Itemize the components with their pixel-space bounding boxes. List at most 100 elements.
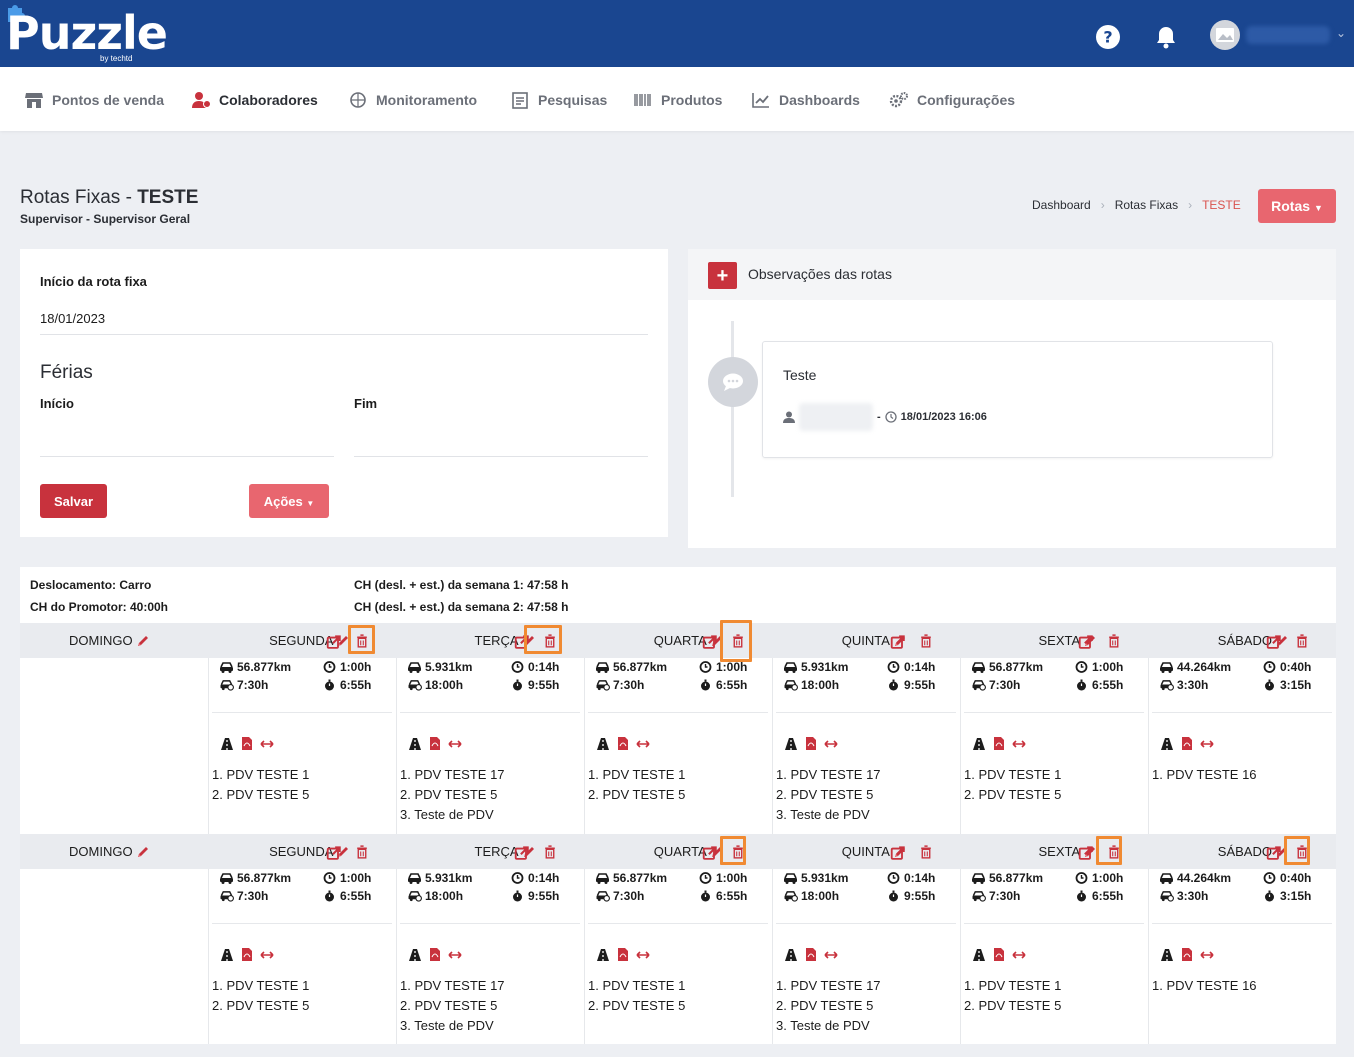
share-icon[interactable] [1266,844,1282,860]
pdf-icon[interactable] [240,736,254,751]
pdv-item[interactable]: 3. Teste de PDV [776,807,870,822]
road-icon[interactable] [407,947,423,962]
reorder-arrows-icon[interactable] [635,737,651,751]
pdv-item[interactable]: 2. PDV TESTE 5 [588,998,686,1013]
reorder-arrows-icon[interactable] [259,948,275,962]
add-observation-button[interactable]: + [708,262,737,289]
pdv-item[interactable]: 2. PDV TESTE 5 [588,787,686,802]
share-icon[interactable] [702,633,718,649]
share-icon[interactable] [890,633,906,649]
pdf-icon[interactable] [1180,947,1194,962]
road-icon[interactable] [1159,947,1175,962]
pdf-icon[interactable] [992,736,1006,751]
nav-monitoramento[interactable]: Monitoramento [348,91,477,109]
pdv-item[interactable]: 1. PDV TESTE 17 [776,978,881,993]
road-icon[interactable] [783,947,799,962]
help-icon[interactable]: ? [1095,24,1121,50]
pencil-icon[interactable] [336,845,350,859]
share-icon[interactable] [326,844,342,860]
reorder-arrows-icon[interactable] [635,948,651,962]
nav-dashboards[interactable]: Dashboards [751,91,860,109]
pdv-item[interactable]: 3. Teste de PDV [400,807,494,822]
trash-icon[interactable] [1106,633,1122,649]
trash-icon[interactable] [730,844,746,860]
trash-icon[interactable] [354,633,370,649]
pdv-item[interactable]: 2. PDV TESTE 5 [400,787,498,802]
bell-icon[interactable] [1153,24,1179,50]
ferias-fim-input[interactable] [354,456,648,457]
pdf-icon[interactable] [1180,736,1194,751]
reorder-arrows-icon[interactable] [259,737,275,751]
share-icon[interactable] [514,844,530,860]
share-icon[interactable] [1078,633,1094,649]
pdv-item[interactable]: 3. Teste de PDV [400,1018,494,1033]
pdv-item[interactable]: 1. PDV TESTE 1 [964,767,1062,782]
pdf-icon[interactable] [616,736,630,751]
pdv-item[interactable]: 2. PDV TESTE 5 [212,998,310,1013]
trash-icon[interactable] [542,844,558,860]
reorder-arrows-icon[interactable] [823,948,839,962]
pdv-item[interactable]: 2. PDV TESTE 5 [400,998,498,1013]
reorder-arrows-icon[interactable] [1199,737,1215,751]
road-icon[interactable] [1159,736,1175,751]
trash-icon[interactable] [918,633,934,649]
ferias-inicio-input[interactable] [40,456,334,457]
road-icon[interactable] [595,947,611,962]
road-icon[interactable] [595,736,611,751]
share-icon[interactable] [1078,844,1094,860]
pdv-item[interactable]: 2. PDV TESTE 5 [212,787,310,802]
reorder-arrows-icon[interactable] [1011,948,1027,962]
pdf-icon[interactable] [804,736,818,751]
pencil-icon[interactable] [136,634,150,648]
road-icon[interactable] [219,736,235,751]
pdf-icon[interactable] [804,947,818,962]
trash-icon[interactable] [1294,633,1310,649]
breadcrumb-rotas-fixas[interactable]: Rotas Fixas [1114,198,1179,212]
trash-icon[interactable] [1294,844,1310,860]
pdv-item[interactable]: 1. PDV TESTE 17 [776,767,881,782]
share-icon[interactable] [1266,633,1282,649]
reorder-arrows-icon[interactable] [823,737,839,751]
pdv-item[interactable]: 1. PDV TESTE 17 [400,978,505,993]
share-icon[interactable] [326,633,342,649]
breadcrumb-dashboard[interactable]: Dashboard [1032,198,1091,212]
reorder-arrows-icon[interactable] [447,948,463,962]
pdv-item[interactable]: 1. PDV TESTE 1 [212,767,310,782]
pdf-icon[interactable] [240,947,254,962]
pdv-item[interactable]: 1. PDV TESTE 16 [1152,978,1257,993]
trash-icon[interactable] [542,633,558,649]
nav-pesquisas[interactable]: Pesquisas [510,91,607,109]
nav-pontos-de-venda[interactable]: Pontos de venda [24,91,164,109]
reorder-arrows-icon[interactable] [447,737,463,751]
share-icon[interactable] [890,844,906,860]
nav-produtos[interactable]: Produtos [633,91,722,109]
pdv-item[interactable]: 2. PDV TESTE 5 [776,787,874,802]
road-icon[interactable] [407,736,423,751]
pencil-icon[interactable] [136,845,150,859]
pdv-item[interactable]: 1. PDV TESTE 17 [400,767,505,782]
pdv-item[interactable]: 2. PDV TESTE 5 [776,998,874,1013]
pencil-icon[interactable] [336,634,350,648]
reorder-arrows-icon[interactable] [1199,948,1215,962]
pdf-icon[interactable] [428,736,442,751]
trash-icon[interactable] [918,844,934,860]
share-icon[interactable] [702,844,718,860]
user-name-blurred[interactable] [1246,26,1330,44]
start-date-input[interactable]: 18/01/2023 [40,311,106,326]
avatar[interactable] [1210,20,1240,50]
actions-dropdown-button[interactable]: Ações ▼ [249,484,329,518]
pdv-item[interactable]: 2. PDV TESTE 5 [964,787,1062,802]
pdv-item[interactable]: 1. PDV TESTE 1 [212,978,310,993]
pdv-item[interactable]: 3. Teste de PDV [776,1018,870,1033]
road-icon[interactable] [971,947,987,962]
pdf-icon[interactable] [428,947,442,962]
nav-configuracoes[interactable]: Configurações [889,91,1015,109]
road-icon[interactable] [783,736,799,751]
pdv-item[interactable]: 1. PDV TESTE 1 [964,978,1062,993]
chevron-down-icon[interactable]: ⌄ [1336,26,1347,40]
pdf-icon[interactable] [616,947,630,962]
road-icon[interactable] [971,736,987,751]
pdv-item[interactable]: 1. PDV TESTE 1 [588,978,686,993]
rotas-dropdown-button[interactable]: Rotas ▼ [1258,189,1336,223]
pdf-icon[interactable] [992,947,1006,962]
